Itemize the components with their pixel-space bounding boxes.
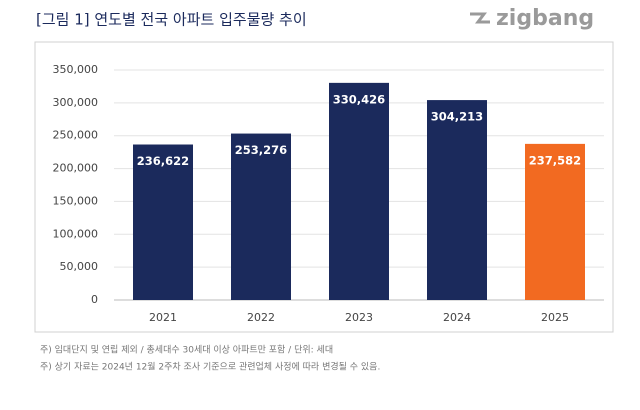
value-label: 236,622 (137, 154, 189, 168)
bar (427, 100, 487, 301)
bar (525, 143, 585, 300)
y-tick-label: 200,000 (53, 162, 99, 175)
x-tick-label: 2024 (443, 311, 471, 324)
x-tick-label: 2022 (247, 311, 275, 324)
value-label: 330,426 (333, 92, 385, 106)
y-tick-label: 0 (91, 293, 98, 306)
y-tick-label: 250,000 (53, 129, 99, 142)
logo-icon (470, 12, 490, 24)
logo-mark (470, 12, 490, 24)
y-tick-label: 350,000 (53, 63, 99, 76)
note: 주) 상기 자료는 2024년 12월 2주차 조사 기준으로 관련업체 사정에… (40, 361, 380, 373)
x-tick-label: 2021 (149, 311, 177, 324)
bar (231, 133, 291, 300)
bar (133, 144, 193, 300)
value-label: 304,213 (431, 110, 483, 124)
bar (329, 82, 389, 300)
y-tick-label: 150,000 (53, 194, 99, 207)
value-label: 237,582 (529, 153, 581, 167)
logo-text: zigbang (496, 6, 594, 31)
y-tick-label: 50,000 (60, 260, 99, 273)
y-tick-label: 100,000 (53, 227, 99, 240)
y-tick-label: 300,000 (53, 96, 99, 109)
chart-title: [그림 1] 연도별 전국 아파트 입주물량 추이 (36, 11, 307, 29)
chart-frame (34, 41, 614, 333)
x-tick-label: 2025 (541, 311, 569, 324)
value-label: 253,276 (235, 143, 287, 157)
x-tick-label: 2023 (345, 311, 373, 324)
note: 주) 임대단지 및 연립 제외 / 총세대수 30세대 이상 아파트만 포함 /… (40, 344, 333, 356)
